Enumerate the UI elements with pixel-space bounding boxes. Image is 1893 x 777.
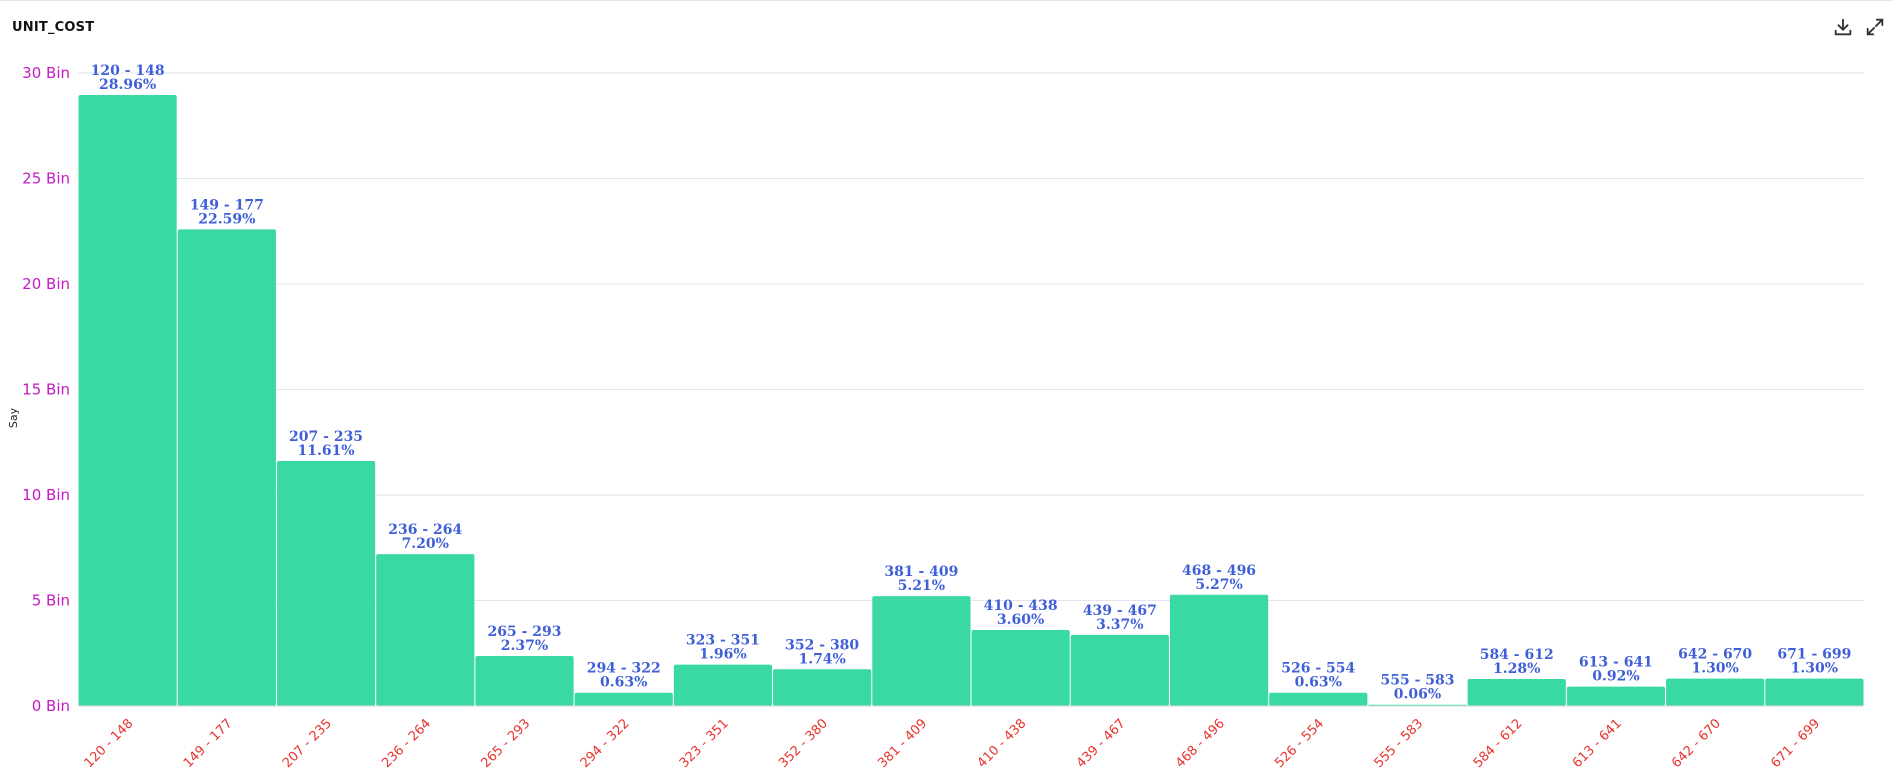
histogram-bar[interactable] (1666, 678, 1765, 706)
bar-percent-label: 11.61% (297, 443, 354, 459)
bar-range-label: 120 - 148 (91, 63, 165, 79)
histogram-bar[interactable] (971, 630, 1070, 706)
bar-percent-label: 22.59% (198, 211, 255, 227)
bar-range-label: 555 - 583 (1380, 673, 1454, 689)
histogram-bar[interactable] (376, 554, 475, 706)
bar-range-label: 149 - 177 (190, 197, 264, 213)
bar-range-label: 294 - 322 (587, 661, 661, 677)
chart-title: UNIT_COST (12, 20, 95, 35)
bar-percent-label: 5.21% (898, 578, 945, 594)
histogram-bar[interactable] (1467, 678, 1566, 706)
y-tick-label: 15 Bin (22, 381, 70, 399)
histogram-bar[interactable] (1566, 686, 1666, 706)
bar-percent-label: 7.20% (402, 536, 449, 552)
histogram-bar[interactable] (177, 229, 276, 706)
expand-icon[interactable] (1863, 15, 1887, 39)
x-tick-label: 120 - 148 (82, 716, 137, 771)
histogram-bar[interactable] (475, 655, 574, 706)
x-tick-label: 439 - 467 (1074, 716, 1129, 771)
x-tick-label: 613 - 641 (1570, 716, 1625, 771)
x-tick-label: 236 - 264 (379, 716, 434, 771)
histogram-bar[interactable] (673, 664, 773, 706)
bar-range-label: 207 - 235 (289, 429, 363, 445)
x-tick-label: 352 - 380 (776, 716, 831, 771)
histogram-bar[interactable] (78, 94, 177, 707)
bar-percent-label: 1.74% (798, 651, 845, 667)
x-tick-label: 381 - 409 (875, 716, 930, 771)
bar-range-label: 323 - 351 (686, 633, 760, 649)
bar-percent-label: 3.60% (997, 612, 1044, 628)
x-tick-label: 671 - 699 (1768, 716, 1823, 771)
y-tick-label: 30 Bin (22, 64, 70, 82)
bar-percent-label: 3.37% (1096, 617, 1143, 633)
bar-range-label: 352 - 380 (785, 637, 859, 653)
bar-range-label: 584 - 612 (1480, 647, 1554, 663)
histogram-bar[interactable] (1169, 594, 1269, 706)
bar-percent-label: 0.06% (1394, 687, 1441, 703)
y-tick-label: 10 Bin (22, 486, 70, 504)
x-tick-label: 149 - 177 (181, 716, 236, 771)
bar-percent-label: 5.27% (1195, 577, 1242, 593)
bar-range-label: 642 - 670 (1678, 647, 1752, 663)
histogram-bar[interactable] (872, 596, 971, 706)
bar-percent-label: 0.63% (1295, 675, 1342, 691)
y-tick-label: 20 Bin (22, 275, 70, 293)
bar-percent-label: 0.63% (600, 675, 647, 691)
x-tick-label: 265 - 293 (478, 716, 533, 771)
bar-range-label: 410 - 438 (984, 598, 1058, 614)
bar-percent-label: 2.37% (501, 638, 548, 654)
y-tick-label: 25 Bin (22, 170, 70, 188)
bar-range-label: 265 - 293 (487, 624, 561, 640)
x-tick-label: 207 - 235 (280, 716, 335, 771)
bar-percent-label: 1.30% (1691, 661, 1738, 677)
bar-range-label: 439 - 467 (1083, 603, 1157, 619)
download-icon[interactable] (1831, 15, 1855, 39)
y-axis-label: Say (7, 407, 20, 428)
histogram-bar[interactable] (574, 692, 673, 706)
x-tick-label: 468 - 496 (1173, 716, 1228, 771)
bar-range-label: 671 - 699 (1777, 647, 1851, 663)
x-tick-label: 642 - 670 (1669, 716, 1724, 771)
bar-percent-label: 1.96% (699, 647, 746, 663)
histogram-bar[interactable] (1269, 692, 1368, 706)
histogram-bar[interactable] (1070, 634, 1169, 706)
bar-percent-label: 1.30% (1791, 661, 1838, 677)
x-tick-label: 526 - 554 (1272, 716, 1327, 771)
x-tick-label: 555 - 583 (1371, 716, 1426, 771)
x-tick-label: 323 - 351 (677, 716, 732, 771)
y-tick-label: 5 Bin (32, 592, 70, 610)
bar-range-label: 381 - 409 (884, 564, 958, 580)
x-tick-label: 410 - 438 (975, 716, 1030, 771)
x-tick-label: 584 - 612 (1471, 716, 1526, 771)
bar-percent-label: 1.28% (1493, 661, 1540, 677)
bar-range-label: 468 - 496 (1182, 563, 1256, 579)
y-tick-label: 0 Bin (32, 697, 70, 715)
histogram-bar[interactable] (773, 669, 872, 706)
bar-range-label: 613 - 641 (1579, 655, 1653, 671)
histogram-bar[interactable] (276, 461, 376, 706)
bar-range-label: 236 - 264 (388, 522, 462, 538)
bar-percent-label: 0.92% (1592, 669, 1639, 685)
histogram-bar[interactable] (1765, 678, 1864, 706)
bar-range-label: 526 - 554 (1281, 661, 1355, 677)
bar-percent-label: 28.96% (99, 77, 156, 93)
x-tick-label: 294 - 322 (578, 716, 633, 771)
